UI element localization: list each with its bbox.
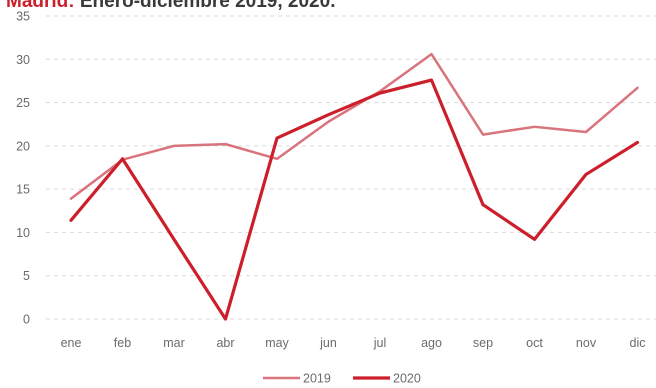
x-tick-label: sep xyxy=(473,336,493,350)
y-tick-label: 15 xyxy=(16,183,30,197)
x-tick-label: ago xyxy=(421,336,442,350)
chart-title-accent: Madrid: xyxy=(6,0,75,12)
legend-label: 2020 xyxy=(393,372,421,386)
series-line-2019 xyxy=(69,52,639,200)
x-tick-label: may xyxy=(265,336,289,350)
chart-title-rest: Enero-diciembre 2019, 2020. xyxy=(74,0,336,12)
legend: 2019 2020 xyxy=(263,372,421,386)
x-tick-label: feb xyxy=(114,336,131,350)
series-line-2020 xyxy=(69,78,640,321)
y-tick-label: 30 xyxy=(16,53,30,67)
y-tick-label: 0 xyxy=(23,313,30,327)
x-tick-label: mar xyxy=(163,336,185,350)
x-axis-ticks: ene feb mar abr may jun jul ago sep oct nov dic xyxy=(61,336,646,350)
chart-title: Madrid: Enero-diciembre 2019, 2020. xyxy=(6,0,335,13)
y-axis-ticks: 0 5 10 15 20 25 30 35 xyxy=(16,10,30,327)
legend-label: 2019 xyxy=(303,372,331,386)
gridlines xyxy=(46,15,656,320)
y-tick-label: 25 xyxy=(16,96,30,110)
x-tick-label: ene xyxy=(61,336,82,350)
x-tick-label: jul xyxy=(373,336,387,350)
y-tick-label: 10 xyxy=(16,226,30,240)
x-tick-label: oct xyxy=(526,336,543,350)
y-tick-label: 35 xyxy=(16,10,30,24)
legend-item-2020: 2020 xyxy=(353,372,421,386)
x-tick-label: dic xyxy=(630,336,646,350)
series-lines xyxy=(69,52,640,321)
y-tick-label: 5 xyxy=(23,269,30,283)
legend-item-2019: 2019 xyxy=(263,372,331,386)
y-tick-label: 20 xyxy=(16,139,30,153)
x-tick-label: jun xyxy=(319,336,337,350)
x-tick-label: abr xyxy=(216,336,234,350)
x-tick-label: nov xyxy=(576,336,597,350)
